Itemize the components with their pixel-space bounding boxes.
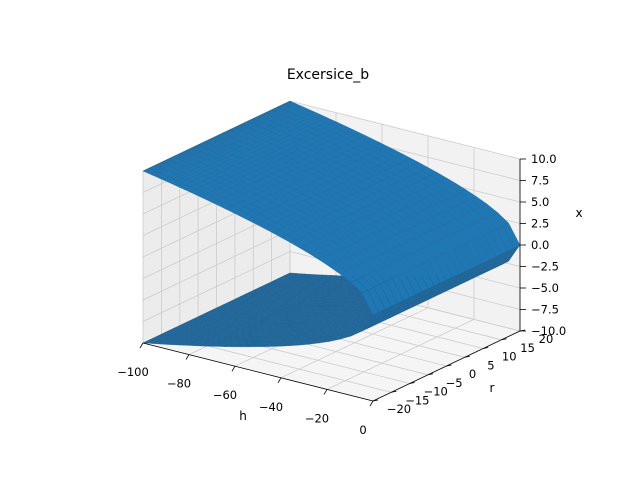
y-tick-label: 15 — [520, 341, 535, 355]
y-tick-mark — [428, 373, 434, 376]
x-tick-mark — [369, 400, 374, 407]
y-tick-label: −10 — [424, 385, 448, 399]
x-tick-label: 0 — [359, 423, 366, 437]
x-tick-mark — [231, 365, 236, 372]
y-tick-label: 5 — [487, 358, 494, 372]
x-tick-mark — [139, 342, 144, 349]
y-tick-mark — [391, 390, 397, 393]
y-tick-mark — [446, 364, 452, 367]
z-tick-label: −7.5 — [531, 303, 559, 317]
x-axis-line — [142, 342, 374, 402]
z-tick-label: 2.5 — [531, 217, 549, 231]
y-tick-mark — [372, 399, 379, 402]
y-tick-label: 0 — [469, 367, 476, 381]
chart-title: Excersice_b — [287, 67, 369, 83]
y-tick-mark — [464, 355, 470, 358]
y-tick-label: 20 — [539, 332, 554, 346]
z-tick-label: 0.0 — [531, 238, 549, 252]
x-tick-label: −40 — [259, 400, 283, 414]
z-tick-label: 7.5 — [531, 174, 549, 188]
x-tick-label: −80 — [167, 377, 191, 391]
x-tick-mark — [185, 354, 190, 360]
z-tick-label: −5.0 — [531, 281, 559, 295]
x-tick-label: −100 — [117, 365, 149, 379]
surface-mesh — [142, 100, 521, 348]
z-tick-label: 10.0 — [531, 152, 557, 166]
y-tick-label: 10 — [502, 350, 517, 364]
y-axis-label: r — [490, 381, 495, 395]
y-tick-mark — [501, 338, 507, 341]
x-axis-label: h — [239, 409, 247, 423]
y-tick-label: −20 — [387, 402, 411, 416]
z-tick-label: 5.0 — [531, 195, 549, 209]
y-tick-mark — [409, 382, 415, 384]
z-tick-label: −10.0 — [531, 324, 566, 338]
x-tick-label: −60 — [213, 388, 237, 402]
y-tick-mark — [483, 347, 489, 349]
y-tick-label: −15 — [405, 393, 429, 407]
tick-labels: −100−80−60−40−200−20−15−10−505101520−10.… — [117, 152, 566, 437]
x-tick-label: −20 — [305, 411, 329, 425]
z-axis-label: x — [575, 206, 582, 220]
y-tick-label: −5 — [446, 376, 463, 390]
surface-upper-sheet — [142, 100, 521, 316]
z-tick-label: −2.5 — [531, 260, 559, 274]
x-tick-mark — [277, 377, 282, 384]
x-tick-mark — [323, 389, 328, 395]
